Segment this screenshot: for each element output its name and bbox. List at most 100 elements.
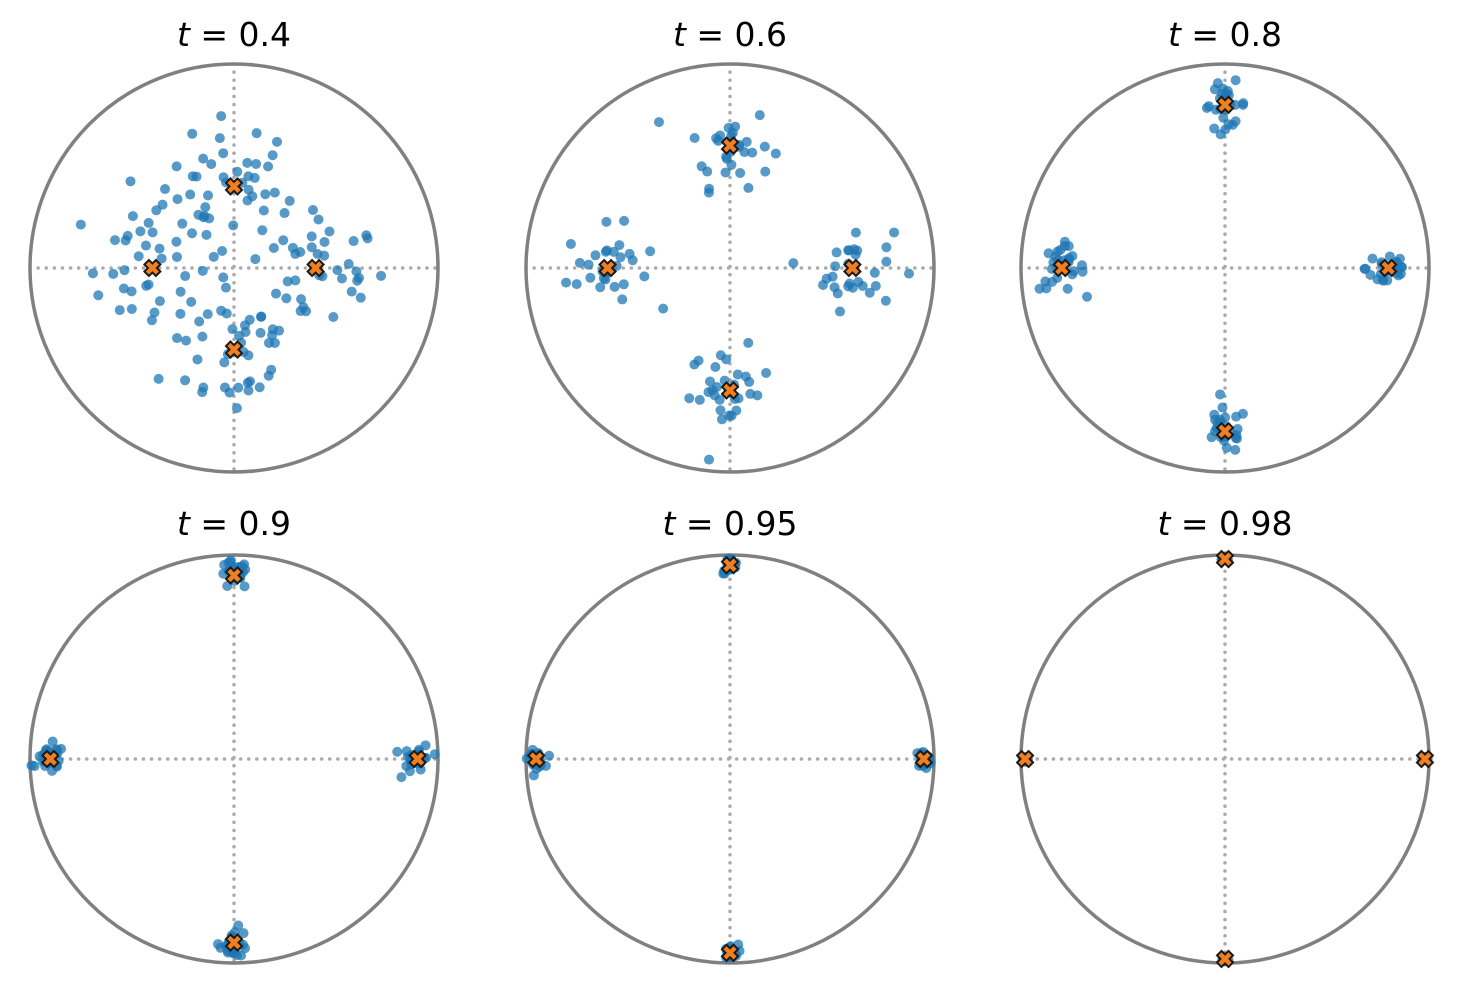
data-point <box>880 295 891 306</box>
unit-circle <box>524 62 936 474</box>
data-point <box>392 746 403 757</box>
data-point <box>574 257 585 268</box>
data-point <box>267 330 278 341</box>
data-point <box>732 369 743 380</box>
data-point <box>1212 78 1223 89</box>
data-point <box>319 250 330 261</box>
data-point <box>221 308 232 319</box>
data-point <box>324 226 335 237</box>
data-point <box>726 410 737 421</box>
data-point <box>658 303 669 314</box>
data-point <box>396 772 407 783</box>
data-point <box>109 235 120 246</box>
data-point <box>200 202 211 213</box>
title-operator: = <box>190 504 239 543</box>
data-point <box>269 337 280 348</box>
data-point <box>319 236 330 247</box>
data-point <box>703 187 714 198</box>
title-value: 0.8 <box>1230 15 1282 54</box>
data-point <box>889 227 900 238</box>
data-point <box>694 394 705 405</box>
title-variable: t <box>673 15 687 54</box>
centroid-marker <box>1215 549 1235 569</box>
data-point <box>1209 123 1220 134</box>
data-point <box>301 306 312 317</box>
data-point <box>761 367 772 378</box>
data-point <box>1052 246 1063 257</box>
data-point <box>194 316 205 327</box>
data-point <box>260 189 271 200</box>
data-point <box>247 191 258 202</box>
data-point <box>624 248 635 259</box>
data-point <box>689 132 700 143</box>
data-point <box>149 307 160 318</box>
centroid-marker <box>224 933 244 953</box>
data-point <box>47 736 58 747</box>
data-point <box>1359 263 1370 274</box>
data-point <box>120 235 131 246</box>
data-point <box>752 390 763 401</box>
data-point <box>306 231 317 242</box>
data-point <box>160 184 171 195</box>
data-point <box>171 236 182 247</box>
data-point <box>1215 414 1226 425</box>
data-point <box>1382 275 1393 286</box>
data-point <box>257 225 268 236</box>
data-point <box>561 277 572 288</box>
data-point <box>218 272 229 283</box>
data-point <box>1367 253 1378 264</box>
title-operator: = <box>686 15 735 54</box>
data-point <box>645 246 656 257</box>
data-point <box>284 195 295 206</box>
data-point <box>849 244 860 255</box>
centroid-marker <box>408 749 428 769</box>
centroid-marker <box>224 176 244 196</box>
data-point <box>198 153 209 164</box>
data-point <box>180 271 191 282</box>
data-point <box>206 159 217 170</box>
data-point <box>760 166 771 177</box>
unit-circle <box>1019 62 1431 474</box>
data-point <box>1223 119 1234 130</box>
data-point <box>154 296 165 307</box>
data-point <box>1395 268 1406 279</box>
data-point <box>232 950 243 961</box>
data-point <box>847 282 858 293</box>
data-point <box>250 254 261 265</box>
data-point <box>267 150 278 161</box>
title-variable: t <box>177 15 191 54</box>
data-point <box>743 182 754 193</box>
data-point <box>1222 86 1233 97</box>
data-point <box>119 265 130 276</box>
data-point <box>251 128 262 139</box>
data-point <box>415 764 426 775</box>
centroid-marker <box>720 380 740 400</box>
data-point <box>704 454 715 465</box>
data-point <box>850 227 861 238</box>
data-point <box>143 279 154 290</box>
data-point <box>126 303 137 314</box>
data-point <box>175 308 186 319</box>
unit-circle <box>28 62 440 474</box>
data-point <box>214 133 225 144</box>
data-point <box>220 282 231 293</box>
data-point <box>185 189 196 200</box>
data-point <box>197 331 208 342</box>
data-point <box>201 229 212 240</box>
data-point <box>544 750 555 761</box>
data-point <box>143 217 154 228</box>
data-point <box>1067 251 1078 262</box>
data-point <box>313 214 324 225</box>
data-point <box>343 258 354 269</box>
data-point <box>140 240 151 251</box>
data-point <box>869 267 880 278</box>
data-point <box>827 271 838 282</box>
data-point <box>227 324 238 335</box>
centroid-marker <box>224 340 244 360</box>
data-point <box>218 172 229 183</box>
data-point <box>156 253 167 264</box>
data-point <box>735 167 746 178</box>
data-point <box>609 281 620 292</box>
data-point <box>118 283 129 294</box>
